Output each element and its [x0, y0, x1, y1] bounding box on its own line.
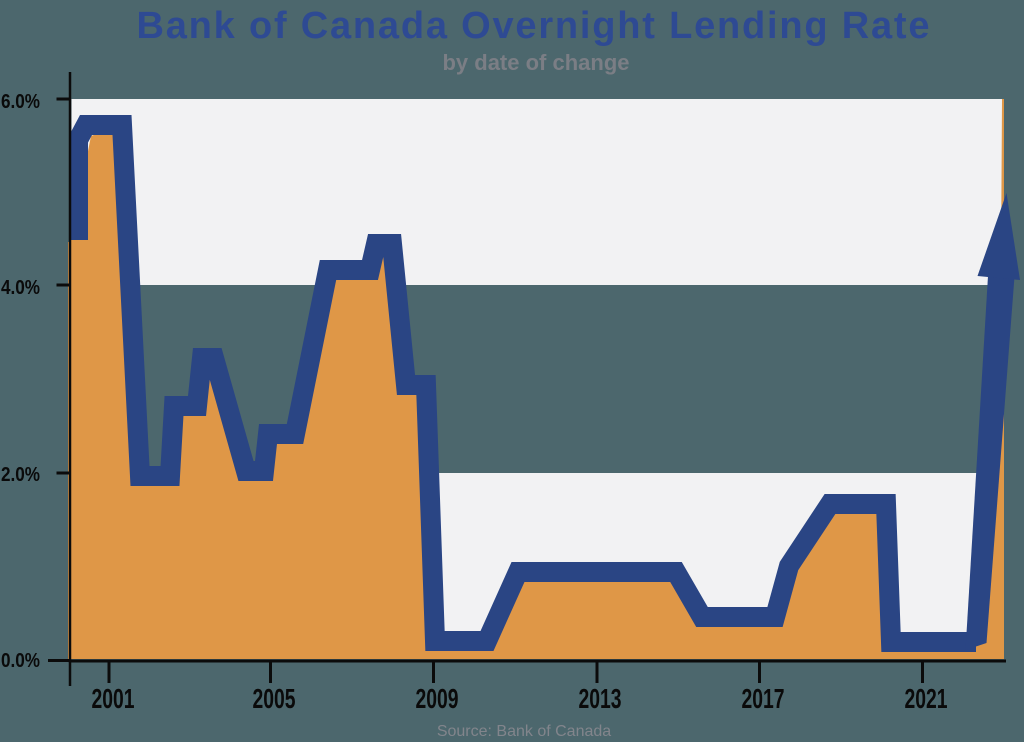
svg-text:2013: 2013	[579, 683, 622, 714]
svg-text:2001: 2001	[92, 683, 135, 714]
svg-text:Bank of Canada Overnight Lendi: Bank of Canada Overnight Lending Rate	[137, 5, 930, 47]
svg-text:2.0%: 2.0%	[1, 464, 40, 486]
svg-text:2017: 2017	[742, 683, 785, 714]
svg-text:6.0%: 6.0%	[1, 91, 40, 113]
svg-text:2005: 2005	[253, 683, 296, 714]
svg-text:2009: 2009	[416, 683, 459, 714]
svg-text:0.0%: 0.0%	[1, 650, 40, 672]
svg-text:2021: 2021	[905, 683, 948, 714]
svg-text:Source: Bank of Canada: Source: Bank of Canada	[437, 723, 611, 740]
svg-text:4.0%: 4.0%	[1, 277, 40, 299]
svg-text:by date of change: by date of change	[442, 50, 629, 75]
